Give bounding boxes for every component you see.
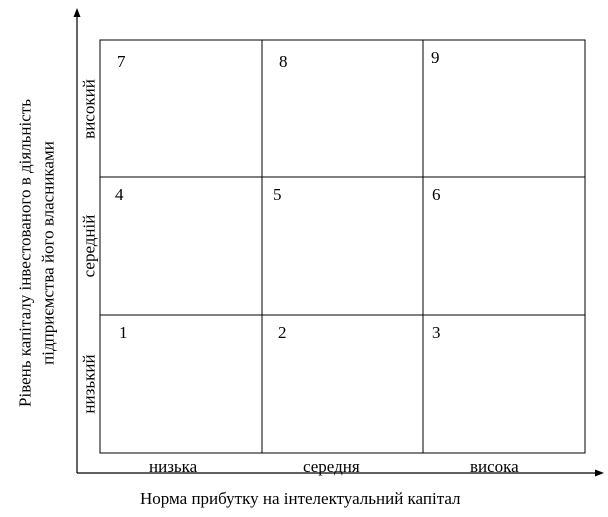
row-label-medium: середній bbox=[79, 214, 99, 278]
grid-outline bbox=[99, 39, 586, 454]
cell-number: 6 bbox=[432, 185, 441, 204]
cell-number: 1 bbox=[119, 323, 128, 342]
y-axis-title-line1: Рівень капіталу інвестованого в діяльніс… bbox=[15, 99, 35, 407]
cell-number: 4 bbox=[115, 185, 124, 204]
cell-number: 5 bbox=[273, 185, 282, 204]
cell-number: 2 bbox=[278, 323, 287, 342]
column-label-high: висока bbox=[470, 457, 519, 476]
x-axis-arrow-icon bbox=[595, 469, 604, 477]
row-label-high: високий bbox=[79, 79, 99, 139]
cell-number: 3 bbox=[432, 323, 441, 342]
y-axis-title-line2: підприємства його власниками bbox=[38, 141, 58, 365]
column-label-low: низька bbox=[149, 457, 198, 476]
cell-number: 8 bbox=[279, 52, 288, 71]
cell-number: 7 bbox=[117, 52, 126, 71]
y-axis-arrow-icon bbox=[73, 8, 81, 17]
column-label-medium: середня bbox=[303, 457, 360, 476]
row-label-low: низький bbox=[79, 354, 99, 414]
x-axis-title: Норма прибутку на інтелектуальний капіта… bbox=[140, 489, 461, 508]
cell-number: 9 bbox=[431, 48, 440, 67]
